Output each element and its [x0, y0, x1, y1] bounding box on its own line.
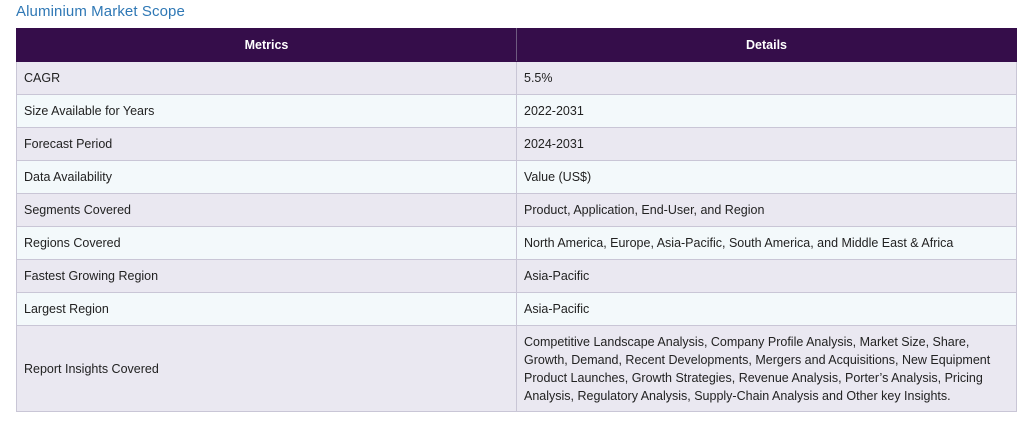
table-header-row: Metrics Details	[16, 28, 1017, 62]
table-row: Segments Covered Product, Application, E…	[16, 193, 1017, 227]
detail-cell: North America, Europe, Asia-Pacific, Sou…	[516, 226, 1017, 260]
detail-cell: 2024-2031	[516, 127, 1017, 161]
detail-cell: 2022-2031	[516, 94, 1017, 128]
header-details: Details	[516, 28, 1017, 62]
table-row: Largest Region Asia-Pacific	[16, 292, 1017, 326]
metric-cell: CAGR	[16, 61, 517, 95]
metric-cell: Largest Region	[16, 292, 517, 326]
table-row: Regions Covered North America, Europe, A…	[16, 226, 1017, 260]
table-row: Size Available for Years 2022-2031	[16, 94, 1017, 128]
table-row: Data Availability Value (US$)	[16, 160, 1017, 194]
table-row: Fastest Growing Region Asia-Pacific	[16, 259, 1017, 293]
detail-cell: Asia-Pacific	[516, 292, 1017, 326]
metric-cell: Segments Covered	[16, 193, 517, 227]
detail-cell: Product, Application, End-User, and Regi…	[516, 193, 1017, 227]
metric-cell: Fastest Growing Region	[16, 259, 517, 293]
detail-cell: Value (US$)	[516, 160, 1017, 194]
metric-cell: Size Available for Years	[16, 94, 517, 128]
table-row: CAGR 5.5%	[16, 61, 1017, 95]
metric-cell: Data Availability	[16, 160, 517, 194]
detail-cell: Asia-Pacific	[516, 259, 1017, 293]
market-scope-table: Metrics Details CAGR 5.5% Size Available…	[16, 28, 1017, 412]
metric-cell: Forecast Period	[16, 127, 517, 161]
header-metrics: Metrics	[16, 28, 517, 62]
metric-cell: Regions Covered	[16, 226, 517, 260]
page-title: Aluminium Market Scope	[16, 3, 185, 20]
table-row: Forecast Period 2024-2031	[16, 127, 1017, 161]
detail-cell: 5.5%	[516, 61, 1017, 95]
table-row: Report Insights Covered Competitive Land…	[16, 325, 1017, 412]
metric-cell: Report Insights Covered	[16, 325, 517, 412]
detail-cell: Competitive Landscape Analysis, Company …	[516, 325, 1017, 412]
